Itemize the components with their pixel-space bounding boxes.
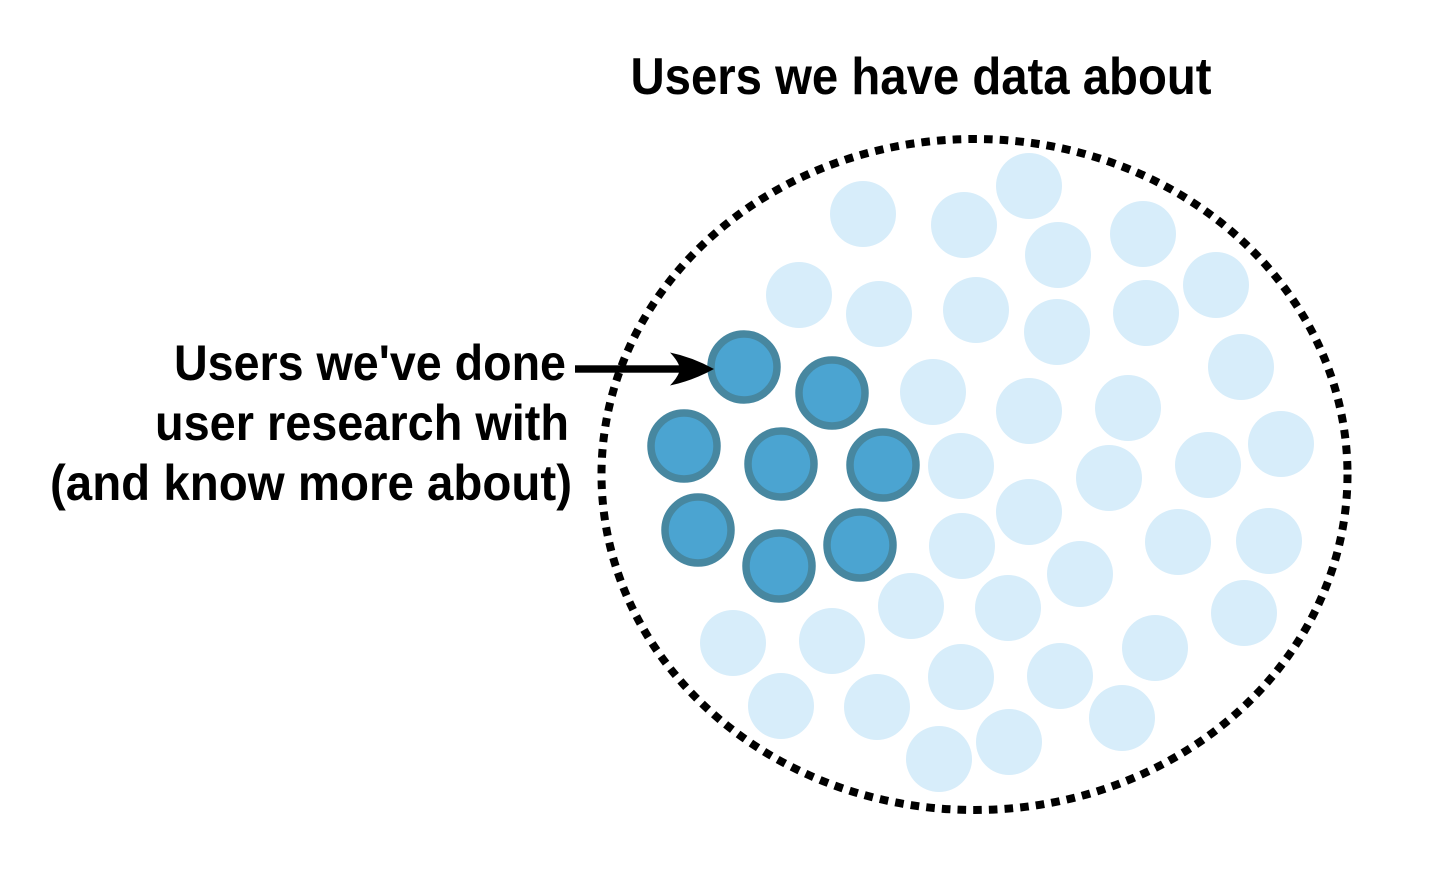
svg-text:Users we've done: Users we've done — [174, 335, 566, 391]
svg-text:user research with: user research with — [155, 395, 569, 451]
svg-text:Users we have data about: Users we have data about — [631, 48, 1212, 106]
svg-text:(and know more about): (and know more about) — [50, 455, 572, 511]
